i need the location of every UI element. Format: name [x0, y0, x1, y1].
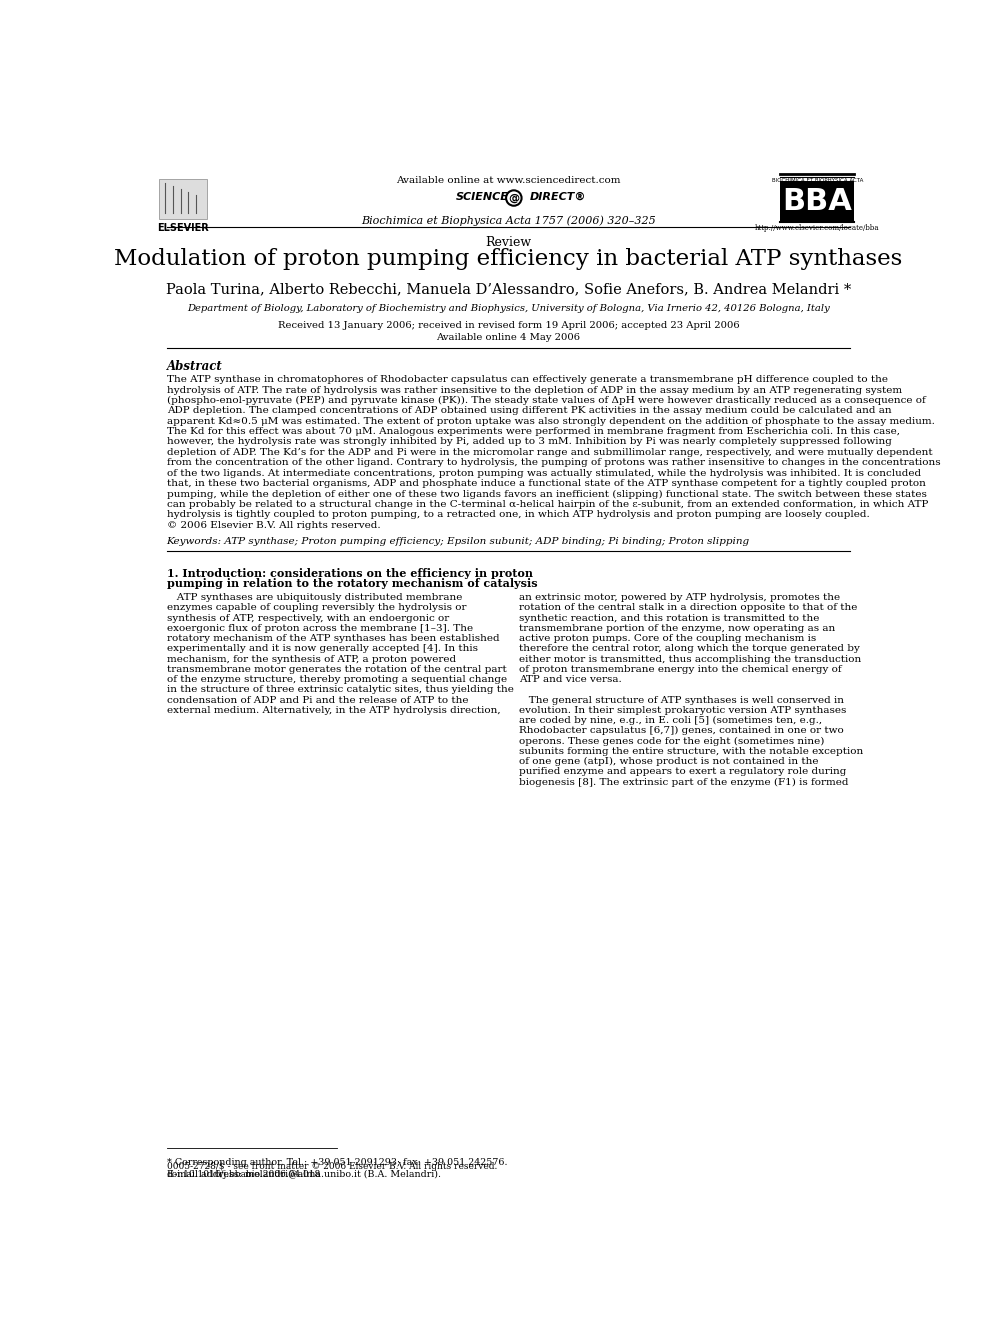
Text: apparent Kd≈0.5 μM was estimated. The extent of proton uptake was also strongly : apparent Kd≈0.5 μM was estimated. The ex…	[167, 417, 934, 426]
Text: http://www.elsevier.com/locate/bba: http://www.elsevier.com/locate/bba	[755, 224, 880, 233]
Text: ATP synthases are ubiquitously distributed membrane: ATP synthases are ubiquitously distribut…	[167, 593, 462, 602]
Text: Paola Turina, Alberto Rebecchi, Manuela D’Alessandro, Sofie Anefors, B. Andrea M: Paola Turina, Alberto Rebecchi, Manuela …	[166, 283, 851, 296]
Text: condensation of ADP and Pi and the release of ATP to the: condensation of ADP and Pi and the relea…	[167, 696, 468, 705]
Text: @: @	[508, 193, 520, 202]
Text: enzymes capable of coupling reversibly the hydrolysis or: enzymes capable of coupling reversibly t…	[167, 603, 466, 613]
Text: of proton transmembrane energy into the chemical energy of: of proton transmembrane energy into the …	[519, 664, 842, 673]
Text: 1. Introduction: considerations on the efficiency in proton: 1. Introduction: considerations on the e…	[167, 568, 533, 579]
Text: of the two ligands. At intermediate concentrations, proton pumping was actually : of the two ligands. At intermediate conc…	[167, 468, 921, 478]
Text: are coded by nine, e.g., in E. coli [5] (sometimes ten, e.g.,: are coded by nine, e.g., in E. coli [5] …	[519, 716, 822, 725]
Text: Received 13 January 2006; received in revised form 19 April 2006; accepted 23 Ap: Received 13 January 2006; received in re…	[278, 321, 739, 331]
Text: subunits forming the entire structure, with the notable exception: subunits forming the entire structure, w…	[519, 746, 863, 755]
Text: transmembrane motor generates the rotation of the central part: transmembrane motor generates the rotati…	[167, 664, 506, 673]
Text: Review: Review	[485, 235, 532, 249]
Text: Keywords: ATP synthase; Proton pumping efficiency; Epsilon subunit; ADP binding;: Keywords: ATP synthase; Proton pumping e…	[167, 537, 750, 546]
Text: Modulation of proton pumping efficiency in bacterial ATP synthases: Modulation of proton pumping efficiency …	[114, 249, 903, 270]
Bar	[781, 181, 854, 221]
Text: rotatory mechanism of the ATP synthases has been established: rotatory mechanism of the ATP synthases …	[167, 634, 499, 643]
Text: depletion of ADP. The Kd’s for the ADP and Pi were in the micromolar range and s: depletion of ADP. The Kd’s for the ADP a…	[167, 448, 932, 456]
Text: © 2006 Elsevier B.V. All rights reserved.: © 2006 Elsevier B.V. All rights reserved…	[167, 521, 380, 529]
Text: transmembrane portion of the enzyme, now operating as an: transmembrane portion of the enzyme, now…	[519, 624, 835, 632]
Text: synthesis of ATP, respectively, with an endoergonic or: synthesis of ATP, respectively, with an …	[167, 614, 448, 623]
Text: can probably be related to a structural change in the C-terminal α-helical hairp: can probably be related to a structural …	[167, 500, 928, 509]
Text: exoergonic flux of proton across the membrane [1–3]. The: exoergonic flux of proton across the mem…	[167, 624, 473, 632]
Text: experimentally and it is now generally accepted [4]. In this: experimentally and it is now generally a…	[167, 644, 477, 654]
Text: that, in these two bacterial organisms, ADP and phosphate induce a functional st: that, in these two bacterial organisms, …	[167, 479, 926, 488]
Text: either motor is transmitted, thus accomplishing the transduction: either motor is transmitted, thus accomp…	[519, 655, 861, 664]
Text: therefore the central rotor, along which the torque generated by: therefore the central rotor, along which…	[519, 644, 860, 654]
Text: pumping in relation to the rotatory mechanism of catalysis: pumping in relation to the rotatory mech…	[167, 578, 538, 589]
Text: 0005-2728/$ - see front matter © 2006 Elsevier B.V. All rights reserved.: 0005-2728/$ - see front matter © 2006 El…	[167, 1162, 497, 1171]
Text: BBA: BBA	[783, 187, 852, 216]
Text: Rhodobacter capsulatus [6,7]) genes, contained in one or two: Rhodobacter capsulatus [6,7]) genes, con…	[519, 726, 844, 736]
Text: an extrinsic motor, powered by ATP hydrolysis, promotes the: an extrinsic motor, powered by ATP hydro…	[519, 593, 840, 602]
Text: from the concentration of the other ligand. Contrary to hydrolysis, the pumping : from the concentration of the other liga…	[167, 458, 940, 467]
Text: Biochimica et Biophysica Acta 1757 (2006) 320–325: Biochimica et Biophysica Acta 1757 (2006…	[361, 216, 656, 226]
Text: hydrolysis is tightly coupled to proton pumping, to a retracted one, in which AT: hydrolysis is tightly coupled to proton …	[167, 511, 869, 519]
Text: operons. These genes code for the eight (sometimes nine): operons. These genes code for the eight …	[519, 737, 824, 746]
Text: active proton pumps. Core of the coupling mechanism is: active proton pumps. Core of the couplin…	[519, 634, 816, 643]
Text: hydrolysis of ATP. The rate of hydrolysis was rather insensitive to the depletio: hydrolysis of ATP. The rate of hydrolysi…	[167, 385, 902, 394]
Text: Available online at www.sciencedirect.com: Available online at www.sciencedirect.co…	[396, 176, 621, 185]
Text: The general structure of ATP synthases is well conserved in: The general structure of ATP synthases i…	[519, 696, 844, 705]
Text: doi:10.1016/j.bbabio.2006.04.018: doi:10.1016/j.bbabio.2006.04.018	[167, 1170, 320, 1179]
Text: The ATP synthase in chromatophores of Rhodobacter capsulatus can effectively gen: The ATP synthase in chromatophores of Rh…	[167, 376, 888, 384]
Bar	[159, 179, 207, 218]
Text: rotation of the central stalk in a direction opposite to that of the: rotation of the central stalk in a direc…	[519, 603, 858, 613]
Text: mechanism, for the synthesis of ATP, a proton powered: mechanism, for the synthesis of ATP, a p…	[167, 655, 455, 664]
Text: biogenesis [8]. The extrinsic part of the enzyme (F1) is formed: biogenesis [8]. The extrinsic part of th…	[519, 778, 849, 787]
Text: however, the hydrolysis rate was strongly inhibited by Pi, added up to 3 mM. Inh: however, the hydrolysis rate was strongl…	[167, 438, 892, 446]
Text: SCIENCE: SCIENCE	[455, 192, 509, 202]
Text: pumping, while the depletion of either one of these two ligands favors an ineffi: pumping, while the depletion of either o…	[167, 490, 927, 499]
Text: DIRECT®: DIRECT®	[530, 192, 586, 202]
Text: ADP depletion. The clamped concentrations of ADP obtained using different PK act: ADP depletion. The clamped concentration…	[167, 406, 891, 415]
Text: Abstract: Abstract	[167, 360, 222, 373]
Text: BIOCHIMICA ET BIOPHYSICA ACTA: BIOCHIMICA ET BIOPHYSICA ACTA	[772, 179, 863, 183]
Text: of the enzyme structure, thereby promoting a sequential change: of the enzyme structure, thereby promoti…	[167, 675, 507, 684]
Text: ELSEVIER: ELSEVIER	[157, 224, 208, 233]
Text: E-mail address: melandri@alma.unibo.it (B.A. Melandri).: E-mail address: melandri@alma.unibo.it (…	[167, 1170, 440, 1177]
Text: in the structure of three extrinsic catalytic sites, thus yielding the: in the structure of three extrinsic cata…	[167, 685, 514, 695]
Text: * Corresponding author. Tel.: +39 051 2091293; fax: +39 051 242576.: * Corresponding author. Tel.: +39 051 20…	[167, 1158, 507, 1167]
Text: purified enzyme and appears to exert a regulatory role during: purified enzyme and appears to exert a r…	[519, 767, 846, 777]
Text: of one gene (atpI), whose product is not contained in the: of one gene (atpI), whose product is not…	[519, 757, 818, 766]
Text: The Kd for this effect was about 70 μM. Analogous experiments were performed in : The Kd for this effect was about 70 μM. …	[167, 427, 900, 437]
Text: Available online 4 May 2006: Available online 4 May 2006	[436, 333, 580, 341]
Text: evolution. In their simplest prokaryotic version ATP synthases: evolution. In their simplest prokaryotic…	[519, 705, 846, 714]
Text: ATP and vice versa.: ATP and vice versa.	[519, 675, 622, 684]
Text: Department of Biology, Laboratory of Biochemistry and Biophysics, University of : Department of Biology, Laboratory of Bio…	[187, 304, 829, 314]
Text: (phospho-enol-pyruvate (PEP) and pyruvate kinase (PK)). The steady state values : (phospho-enol-pyruvate (PEP) and pyruvat…	[167, 396, 926, 405]
Text: synthetic reaction, and this rotation is transmitted to the: synthetic reaction, and this rotation is…	[519, 614, 819, 623]
Text: external medium. Alternatively, in the ATP hydrolysis direction,: external medium. Alternatively, in the A…	[167, 705, 500, 714]
